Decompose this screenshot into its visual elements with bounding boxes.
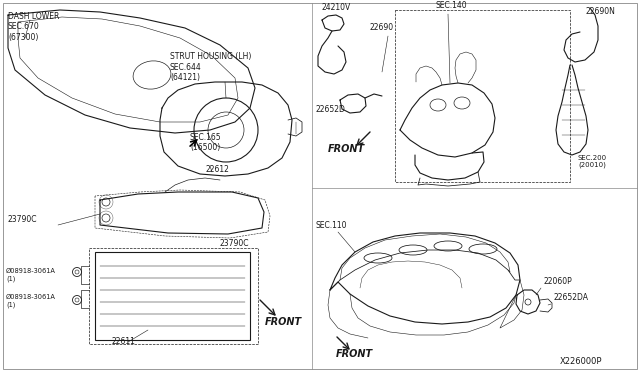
Text: SEC.110: SEC.110 <box>316 221 348 230</box>
Text: X226000P: X226000P <box>560 357 602 366</box>
Text: SEC.200
(20010): SEC.200 (20010) <box>578 155 607 169</box>
Text: 22690N: 22690N <box>586 7 616 16</box>
Text: SEC.140: SEC.140 <box>435 1 467 10</box>
Text: 22612: 22612 <box>206 165 230 174</box>
Text: Ø08918-3061A
(1): Ø08918-3061A (1) <box>6 294 56 308</box>
Text: Ø08918-3061A
(1): Ø08918-3061A (1) <box>6 268 56 282</box>
Text: 22690: 22690 <box>370 23 394 32</box>
Text: SEC.165
(16500): SEC.165 (16500) <box>190 132 221 152</box>
Bar <box>395 10 570 182</box>
Text: FRONT: FRONT <box>336 349 373 359</box>
Text: 23790C: 23790C <box>8 215 38 224</box>
Text: FRONT: FRONT <box>328 144 365 154</box>
Text: 22060P: 22060P <box>543 277 572 286</box>
Bar <box>89 248 258 344</box>
Text: DASH LOWER
SEC.670
(67300): DASH LOWER SEC.670 (67300) <box>8 12 60 42</box>
Text: 22652DA: 22652DA <box>553 293 588 302</box>
Text: 22652D: 22652D <box>316 105 346 114</box>
Text: 23790C: 23790C <box>220 239 250 248</box>
Bar <box>95 252 250 340</box>
Text: STRUT HOUSING (LH)
SEC.644
(64121): STRUT HOUSING (LH) SEC.644 (64121) <box>170 52 252 82</box>
Text: 22611: 22611 <box>112 337 136 346</box>
Text: FRONT: FRONT <box>265 317 302 327</box>
Text: 24210V: 24210V <box>322 3 351 12</box>
